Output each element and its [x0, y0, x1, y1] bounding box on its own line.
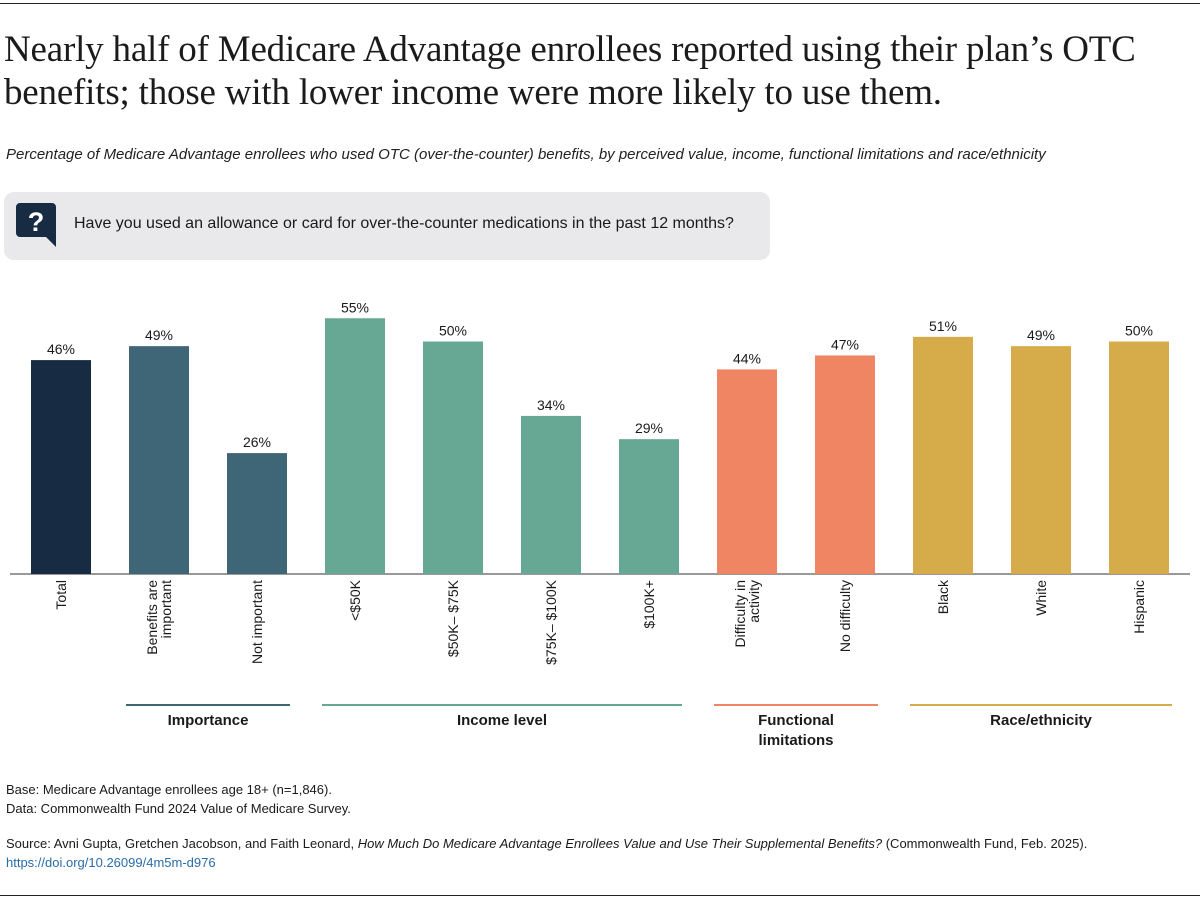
chart-notes: Base: Medicare Advantage enrollees age 1… — [6, 780, 351, 818]
group-label-race-ethnicity: Race/ethnicity — [990, 712, 1092, 729]
source-prefix: Source: Avni Gupta, Gretchen Jacobson, a… — [6, 836, 358, 851]
tick-label-black: Black — [935, 579, 951, 614]
value-label-50k-75k: 50% — [439, 323, 467, 339]
bar-benefits-are-important — [129, 346, 189, 574]
tick-label-50k: <$50K — [347, 579, 363, 621]
tick-label-line: Black — [935, 579, 951, 614]
value-label-black: 51% — [929, 318, 957, 334]
bar-hispanic — [1109, 341, 1169, 574]
tick-label-75k-100k: $75K– $100K — [543, 579, 559, 665]
tick-label-line: important — [158, 580, 174, 638]
tick-label-no-difficulty: No difficulty — [837, 580, 853, 652]
bar-black — [913, 336, 973, 574]
tick-label-line: Not important — [249, 580, 265, 664]
chart-subtitle: Percentage of Medicare Advantage enrolle… — [6, 146, 1046, 163]
survey-question-box: ? Have you used an allowance or card for… — [4, 192, 770, 260]
tick-label-line: Benefits are — [144, 580, 160, 655]
value-label-50k: 55% — [341, 299, 369, 315]
bar-100k — [619, 439, 679, 574]
doi-link[interactable]: https://doi.org/10.26099/4m5m-d976 — [6, 855, 216, 870]
value-label-hispanic: 50% — [1125, 323, 1153, 339]
tick-label-not-important: Not important — [249, 580, 265, 664]
bottom-rule — [0, 895, 1200, 896]
bar-75k-100k — [521, 415, 581, 574]
group-line-importance — [126, 704, 290, 706]
survey-question-text: Have you used an allowance or card for o… — [74, 215, 734, 232]
tick-label-line: $75K– $100K — [543, 579, 559, 665]
group-line-functional-limitations — [714, 704, 878, 706]
tick-label-line: No difficulty — [837, 580, 853, 652]
tick-label-line: $100K+ — [641, 580, 657, 629]
bar-50k-75k — [423, 341, 483, 574]
tick-label-line: Difficulty in — [732, 580, 748, 647]
question-bubble-icon: ? — [16, 203, 56, 247]
group-label-income-level: Income level — [456, 712, 548, 729]
top-rule — [0, 3, 1200, 4]
tick-label-line: <$50K — [347, 579, 363, 621]
tick-label-line: $50K– $75K — [445, 579, 461, 657]
source-suffix: (Commonwealth Fund, Feb. 2025). — [882, 836, 1088, 851]
base-note: Base: Medicare Advantage enrollees age 1… — [6, 782, 332, 797]
tick-label-white: White — [1033, 580, 1049, 616]
group-label-importance: Importance — [167, 712, 249, 729]
tick-label-hispanic: Hispanic — [1131, 580, 1147, 634]
bar-no-difficulty — [815, 355, 875, 574]
svg-text:?: ? — [28, 207, 45, 237]
value-label-75k-100k: 34% — [537, 397, 565, 413]
tick-label-line: Hispanic — [1131, 580, 1147, 634]
bar-not-important — [227, 453, 287, 574]
bar-difficulty-in-activity — [717, 369, 777, 574]
value-label-100k: 29% — [635, 420, 663, 436]
tick-label-100k: $100K+ — [641, 580, 657, 629]
tick-label-line: White — [1033, 580, 1049, 616]
chart-title: Nearly half of Medicare Advantage enroll… — [4, 29, 1136, 113]
source-citation: Source: Avni Gupta, Gretchen Jacobson, a… — [6, 834, 1196, 872]
bar-50k — [325, 318, 385, 574]
value-label-total: 46% — [47, 341, 75, 357]
group-label-functional-limitations: Functional limitations — [758, 712, 834, 749]
group-line-income-level — [322, 704, 682, 706]
value-label-benefits-are-important: 49% — [145, 327, 173, 343]
source-title: How Much Do Medicare Advantage Enrollees… — [357, 836, 883, 851]
value-label-white: 49% — [1027, 327, 1055, 343]
bar-total — [31, 360, 91, 574]
tick-label-total: Total — [53, 580, 69, 610]
value-label-difficulty-in-activity: 44% — [733, 350, 761, 366]
value-label-no-difficulty: 47% — [831, 336, 859, 352]
tick-label-line: activity — [746, 580, 762, 623]
data-note: Data: Commonwealth Fund 2024 Value of Me… — [6, 801, 351, 816]
value-label-not-important: 26% — [243, 434, 271, 450]
bar-white — [1011, 346, 1071, 574]
tick-label-50k-75k: $50K– $75K — [445, 579, 461, 657]
group-line-race-ethnicity — [910, 704, 1172, 706]
tick-label-line: Total — [53, 580, 69, 610]
